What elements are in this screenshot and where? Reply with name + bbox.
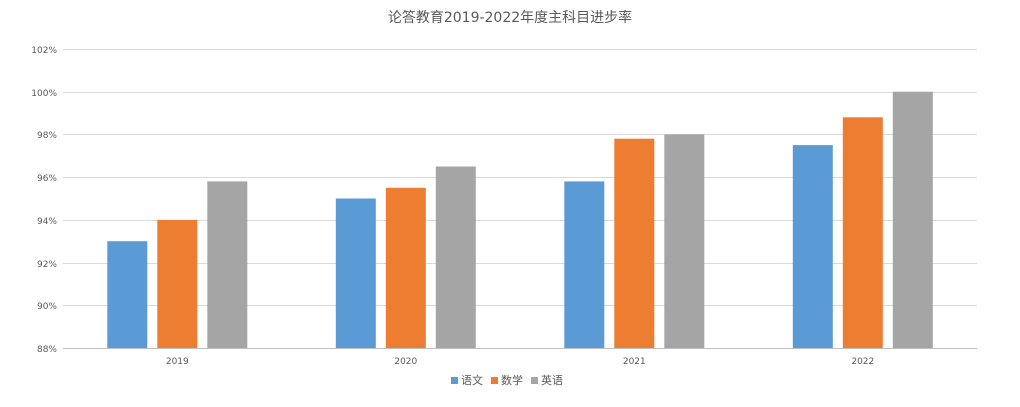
x-tick-label: 2020	[394, 357, 417, 367]
bar-2020-series-2	[435, 166, 476, 348]
bar-2021-series-0	[564, 181, 605, 348]
y-tick-label: 94%	[37, 217, 57, 227]
bar-2019-series-2	[207, 181, 248, 348]
bar-2019-series-1	[157, 219, 198, 348]
bar-2021-series-2	[664, 134, 705, 348]
y-tick-label: 96%	[37, 174, 57, 184]
bar-2020-series-0	[335, 198, 376, 348]
y-tick-label: 102%	[31, 46, 57, 56]
legend: 语文 数学 英语	[451, 373, 563, 387]
legend-label: 语文	[461, 373, 483, 387]
chart-title: 论答教育2019-2022年度主科目进步率	[388, 9, 632, 26]
x-tick-label: 2019	[166, 357, 189, 367]
legend-swatch	[531, 377, 538, 384]
y-tick-label: 90%	[37, 302, 57, 312]
x-axis-tick-labels: 2019 2020 2021 2022	[166, 357, 874, 367]
y-tick-label: 92%	[37, 260, 57, 270]
bar-2022-series-0	[792, 145, 833, 348]
x-tick-label: 2022	[851, 357, 874, 367]
bar-2019-series-0	[107, 241, 148, 348]
y-axis-tick-labels: 88% 90% 92% 94% 96% 98% 100% 102%	[31, 46, 57, 355]
legend-label: 英语	[541, 373, 563, 387]
x-tick-label: 2021	[623, 357, 646, 367]
bar-2021-series-1	[614, 138, 655, 348]
y-tick-label: 98%	[37, 131, 57, 141]
bar-2022-series-2	[892, 91, 933, 348]
legend-swatch	[491, 377, 498, 384]
bar-2020-series-1	[385, 187, 426, 348]
y-tick-label: 100%	[31, 89, 57, 99]
bar-2022-series-1	[842, 117, 883, 348]
grid-lines	[63, 49, 977, 349]
legend-label: 数学	[501, 373, 523, 387]
bars	[107, 91, 933, 348]
y-tick-label: 88%	[37, 345, 57, 355]
legend-swatch	[451, 377, 458, 384]
